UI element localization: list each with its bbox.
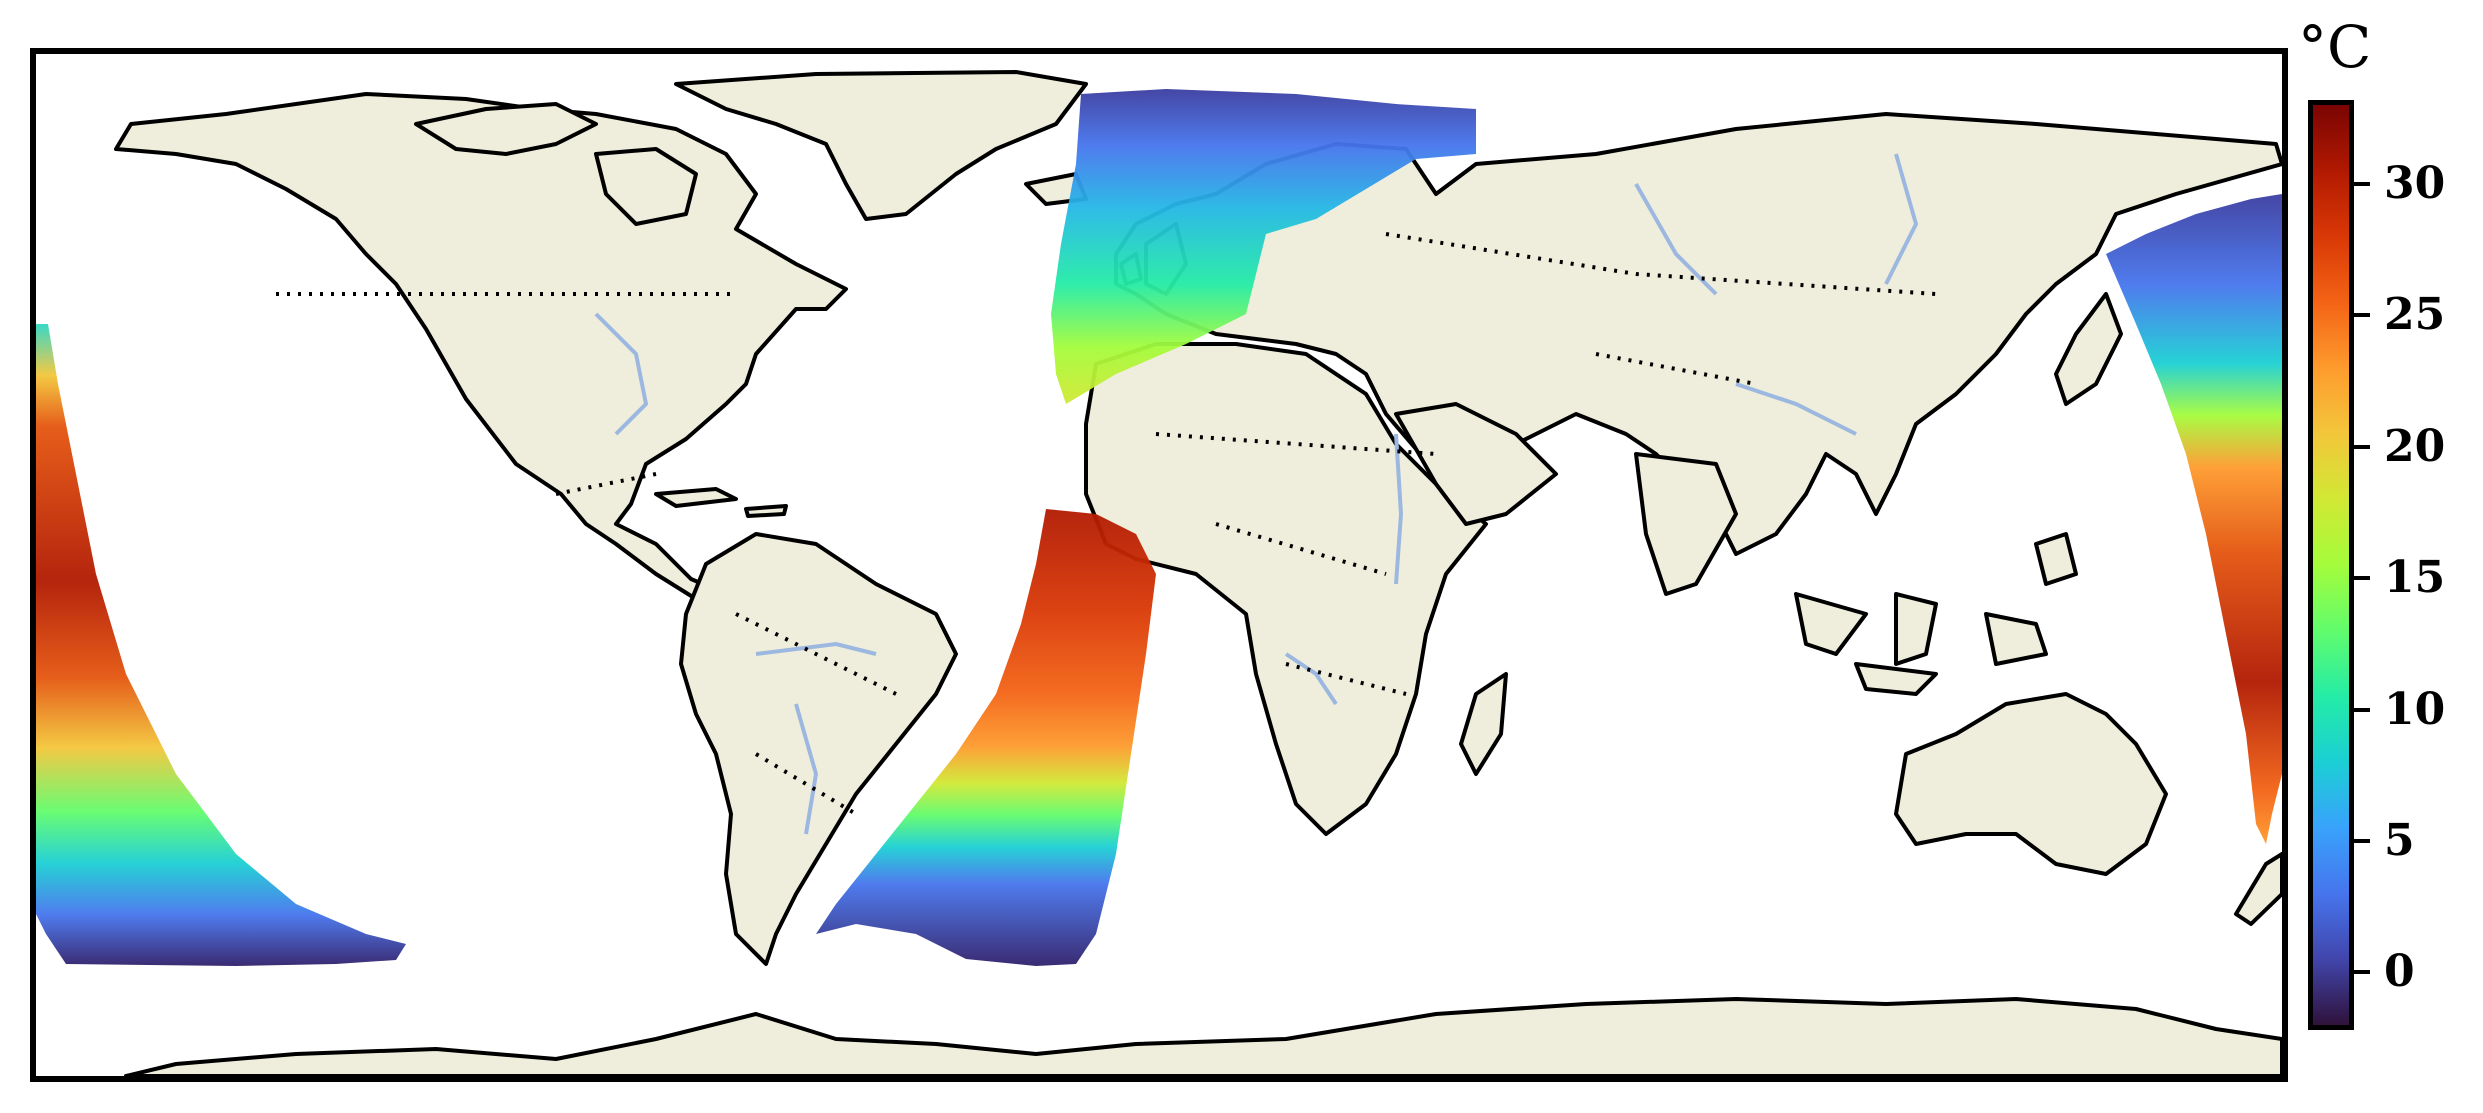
colorbar-tick — [2354, 707, 2370, 712]
colorbar-tick-label: 30 — [2384, 157, 2446, 209]
swath-layer — [36, 89, 2282, 966]
colorbar-tick-label: 20 — [2384, 420, 2446, 472]
greenland-land — [674, 70, 1088, 221]
colorbar-tick-label: 25 — [2384, 289, 2446, 341]
borders-layer — [276, 232, 1937, 816]
colorbar-tick — [2354, 181, 2370, 186]
madagascar-land — [1459, 672, 1508, 776]
australia-land — [1894, 692, 2168, 876]
atlantic-south-track — [816, 509, 1156, 966]
atlantic-north-track — [1051, 89, 1476, 404]
japan-land — [2054, 292, 2123, 406]
rivers-layer — [594, 153, 1919, 835]
colorbar-tick — [2354, 839, 2370, 843]
colorbar-tick-label: 0 — [2384, 946, 2415, 998]
arctic-islands-land — [414, 102, 598, 156]
colorbar-tick-label: 15 — [2384, 552, 2446, 604]
colorbar-tick-label: 5 — [2384, 815, 2415, 866]
eurasia-land — [1114, 112, 2282, 556]
colorbar-tick — [2354, 576, 2370, 581]
arabia-land — [1394, 402, 1558, 526]
colorbar-unit-label: °C — [2298, 13, 2372, 81]
colorbar-tick — [2354, 444, 2370, 449]
north-america-land — [114, 92, 848, 631]
antarctica-land — [124, 997, 2282, 1076]
colorbar-tick-label: 10 — [2384, 683, 2446, 735]
new-zealand-land — [2234, 852, 2282, 926]
world-map — [36, 70, 2282, 1076]
southeast-asia-land — [1794, 532, 2078, 696]
colorbar-tick — [2354, 970, 2370, 975]
pacific-east-track — [36, 324, 406, 966]
map-frame — [30, 48, 2288, 1082]
colorbar — [2308, 100, 2354, 1030]
land-layer — [114, 70, 2282, 1076]
pacific-west-track — [2106, 194, 2282, 844]
south-america-land — [679, 532, 958, 966]
colorbar-tick — [2354, 313, 2370, 318]
india-land — [1634, 452, 1738, 596]
